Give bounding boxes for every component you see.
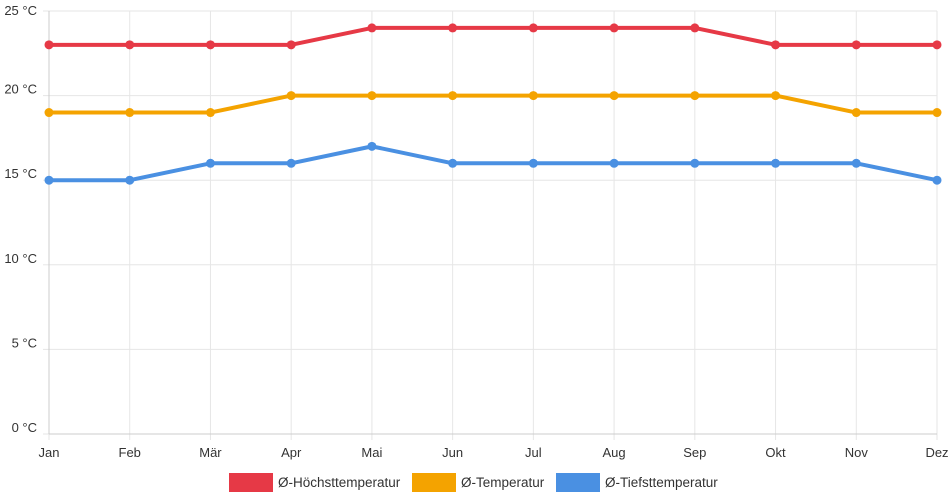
x-tick-label: Jun <box>442 445 463 460</box>
y-tick-label: 25 °C <box>4 3 37 18</box>
legend-label[interactable]: Ø-Temperatur <box>461 475 545 490</box>
data-point[interactable] <box>125 108 135 118</box>
data-point[interactable] <box>44 108 54 118</box>
series-lines <box>44 23 942 185</box>
y-tick-label: 10 °C <box>4 251 37 266</box>
data-point[interactable] <box>771 91 781 101</box>
series-line <box>47 93 939 115</box>
data-point[interactable] <box>771 158 781 168</box>
y-tick-label: 0 °C <box>12 420 37 435</box>
x-tick-label: Jan <box>39 445 60 460</box>
data-point[interactable] <box>367 141 377 151</box>
series-3 <box>44 141 942 185</box>
series-2 <box>44 91 942 118</box>
legend-item-2[interactable]: Ø-Temperatur <box>412 473 545 492</box>
legend-item-1[interactable]: Ø-Höchsttemperatur <box>229 473 401 492</box>
data-point[interactable] <box>286 91 296 101</box>
data-point[interactable] <box>932 108 942 118</box>
data-point[interactable] <box>44 175 54 185</box>
x-tick-label: Nov <box>845 445 869 460</box>
grid <box>43 10 938 440</box>
x-tick-label: Okt <box>765 445 786 460</box>
x-tick-label: Apr <box>281 445 302 460</box>
x-tick-label: Sep <box>683 445 706 460</box>
y-tick-label: 5 °C <box>12 335 37 350</box>
data-point[interactable] <box>932 40 942 50</box>
data-point[interactable] <box>609 158 619 168</box>
x-tick-label: Jul <box>525 445 542 460</box>
series-line <box>47 25 939 47</box>
data-point[interactable] <box>932 175 942 185</box>
series-1 <box>44 23 942 50</box>
data-point[interactable] <box>528 23 538 33</box>
series-line <box>47 144 939 183</box>
data-point[interactable] <box>528 91 538 101</box>
y-tick-label: 20 °C <box>4 82 37 97</box>
data-point[interactable] <box>528 158 538 168</box>
legend-swatch[interactable] <box>229 473 273 492</box>
x-tick-label: Dez <box>925 445 948 460</box>
data-point[interactable] <box>205 108 215 118</box>
data-point[interactable] <box>690 23 700 33</box>
axes <box>48 11 937 435</box>
x-tick-label: Feb <box>119 445 141 460</box>
data-point[interactable] <box>851 158 861 168</box>
legend-label[interactable]: Ø-Tiefsttemperatur <box>605 475 718 490</box>
data-point[interactable] <box>125 175 135 185</box>
data-point[interactable] <box>851 40 861 50</box>
y-tick-label: 15 °C <box>4 166 37 181</box>
x-tick-label: Mai <box>361 445 382 460</box>
data-point[interactable] <box>286 40 296 50</box>
legend-label[interactable]: Ø-Höchsttemperatur <box>278 475 401 490</box>
legend-swatch[interactable] <box>556 473 600 492</box>
data-point[interactable] <box>771 40 781 50</box>
x-tick-label: Mär <box>199 445 222 460</box>
data-point[interactable] <box>125 40 135 50</box>
x-tick-label: Aug <box>603 445 626 460</box>
y-axis-tick-labels: 0 °C 5 °C 10 °C 15 °C 20 °C 25 °C <box>4 3 37 435</box>
data-point[interactable] <box>690 158 700 168</box>
data-point[interactable] <box>609 23 619 33</box>
data-point[interactable] <box>44 40 54 50</box>
data-point[interactable] <box>851 108 861 118</box>
legend-swatch[interactable] <box>412 473 456 492</box>
data-point[interactable] <box>367 91 377 101</box>
legend-item-3[interactable]: Ø-Tiefsttemperatur <box>556 473 718 492</box>
data-point[interactable] <box>205 158 215 168</box>
data-point[interactable] <box>286 158 296 168</box>
data-point[interactable] <box>690 91 700 101</box>
data-point[interactable] <box>448 91 458 101</box>
data-point[interactable] <box>205 40 215 50</box>
data-point[interactable] <box>448 23 458 33</box>
data-point[interactable] <box>367 23 377 33</box>
data-point[interactable] <box>448 158 458 168</box>
data-point[interactable] <box>609 91 619 101</box>
legend[interactable]: Ø-Höchsttemperatur Ø-Temperatur Ø-Tiefstte… <box>229 473 718 492</box>
x-axis-tick-labels: Jan Feb Mär Apr Mai Jun Jul Aug Sep Okt Nov Dez <box>39 445 949 460</box>
